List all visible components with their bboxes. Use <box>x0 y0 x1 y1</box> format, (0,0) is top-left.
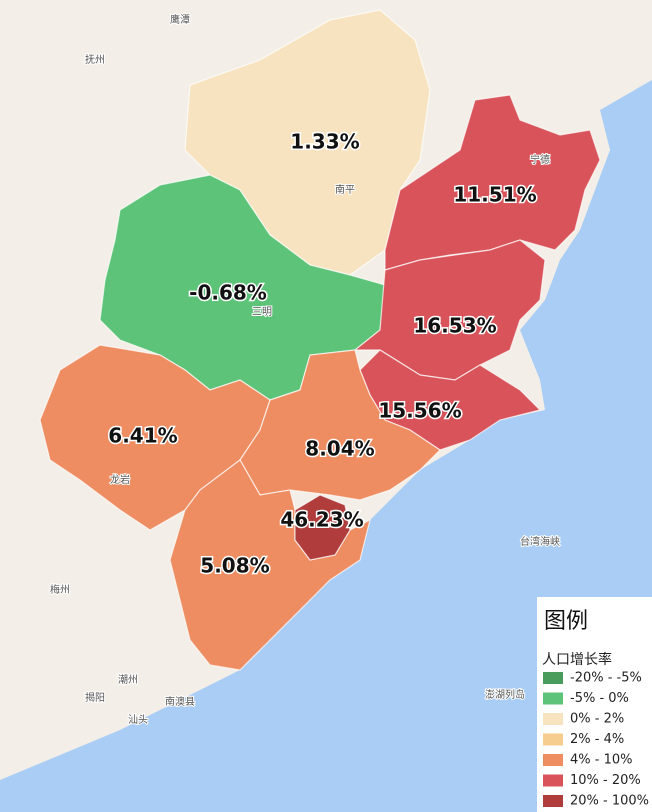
region-label: 8.04% <box>305 437 374 461</box>
region-xiamen <box>294 494 351 561</box>
place-label: 龙岩 <box>110 473 130 486</box>
legend-label: 0% - 2% <box>570 712 624 727</box>
legend-label: 4% - 10% <box>570 753 632 768</box>
legend-label: 2% - 4% <box>570 732 624 747</box>
legend-swatch <box>543 774 563 787</box>
region-label: 5.08% <box>200 554 269 578</box>
legend-swatch <box>543 713 563 725</box>
place-label: 汕头 <box>128 714 148 726</box>
place-label: 南澳县 <box>165 695 195 708</box>
region-label: 1.33% <box>290 130 359 154</box>
legend-label: -5% - 0% <box>570 691 629 706</box>
place-label: 南平 <box>335 183 355 196</box>
legend-swatch <box>543 733 563 746</box>
legend-title: 图例 <box>544 609 588 634</box>
legend-label: -20% - -5% <box>570 671 642 686</box>
place-label: 揭阳 <box>85 691 105 704</box>
legend-swatch <box>543 754 563 766</box>
place-label: 抚州 <box>85 54 105 66</box>
region-label: 15.56% <box>378 399 461 423</box>
place-label: 梅州 <box>50 583 70 596</box>
region-label: -0.68% <box>189 281 267 305</box>
place-label: 潮州 <box>118 673 138 686</box>
region-fuzhou <box>353 239 546 381</box>
region-zhangzhou <box>169 459 371 671</box>
place-label: 宁德 <box>530 153 550 166</box>
region-label: 11.51% <box>453 183 536 207</box>
legend-swatch <box>543 692 563 705</box>
legend-subtitle: 人口增长率 <box>542 651 612 668</box>
legend-swatch <box>543 672 563 684</box>
region-label: 16.53% <box>413 314 496 338</box>
sea <box>0 80 652 812</box>
region-label: 6.41% <box>108 424 177 448</box>
place-label: 鹰潭 <box>170 13 190 26</box>
region-label: 46.23% <box>280 508 363 532</box>
place-label: 三明 <box>252 306 272 318</box>
place-label: 澎湖列岛 <box>485 688 525 701</box>
legend-swatch <box>543 795 563 807</box>
place-label: 台湾海峡 <box>520 535 560 548</box>
legend-label: 20% - 100% <box>570 794 649 809</box>
legend-label: 10% - 20% <box>570 773 641 788</box>
